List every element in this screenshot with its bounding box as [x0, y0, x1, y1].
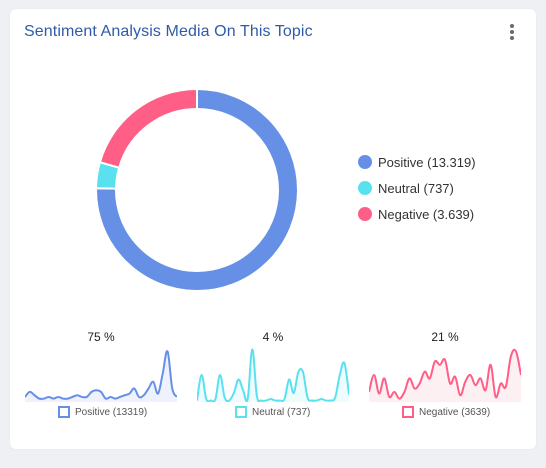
neutral-sparkline: [197, 348, 349, 402]
slice-negative[interactable]: [98, 87, 198, 169]
legend-dot-negative: [358, 207, 372, 221]
neutral-sparkline-legend[interactable]: Neutral (737): [235, 406, 310, 418]
legend-item-neutral[interactable]: Neutral (737): [358, 175, 476, 201]
positive-percent: 75 %: [87, 330, 115, 344]
legend-dot-positive: [358, 155, 372, 169]
positive-sparkline: [25, 350, 177, 402]
positive-sparkline-label: Positive (13319): [75, 406, 148, 418]
slice-positive[interactable]: [95, 87, 299, 292]
sentiment-card: Sentiment Analysis Media On This Topic P…: [10, 9, 536, 449]
negative-sparkline-line: [369, 348, 521, 400]
kebab-dot: [510, 30, 514, 34]
legend-label-negative: Negative (3.639): [378, 206, 475, 222]
negative-percent: 21 %: [431, 330, 459, 344]
kebab-dot: [510, 24, 514, 28]
legend-item-negative[interactable]: Negative (3.639): [358, 201, 476, 227]
positive-sparkline-line: [25, 350, 177, 400]
more-vertical-icon[interactable]: [506, 23, 518, 40]
negative-sparkline-label: Negative (3639): [419, 406, 491, 418]
negative-sparkline: [369, 348, 521, 402]
card-title: Sentiment Analysis Media On This Topic: [24, 23, 313, 40]
neutral-sparkline-label: Neutral (737): [252, 406, 311, 418]
positive-sparkline-area: [25, 351, 177, 402]
kebab-dot: [510, 36, 514, 40]
legend-label-neutral: Neutral (737): [378, 180, 454, 196]
sentiment-donut-chart: [94, 87, 299, 292]
donut-legend: Positive (13.319) Neutral (737) Negative…: [358, 149, 476, 227]
neutral-percent: 4 %: [262, 330, 284, 344]
neutral-sparkline-line: [197, 348, 349, 402]
legend-item-positive[interactable]: Positive (13.319): [358, 149, 476, 175]
positive-sparkline-legend[interactable]: Positive (13319): [58, 406, 147, 418]
legend-label-positive: Positive (13.319): [378, 154, 476, 170]
legend-dot-neutral: [358, 181, 372, 195]
positive-legend-box: [58, 406, 70, 418]
negative-sparkline-legend[interactable]: Negative (3639): [402, 406, 490, 418]
negative-legend-box: [402, 406, 414, 418]
neutral-legend-box: [235, 406, 247, 418]
